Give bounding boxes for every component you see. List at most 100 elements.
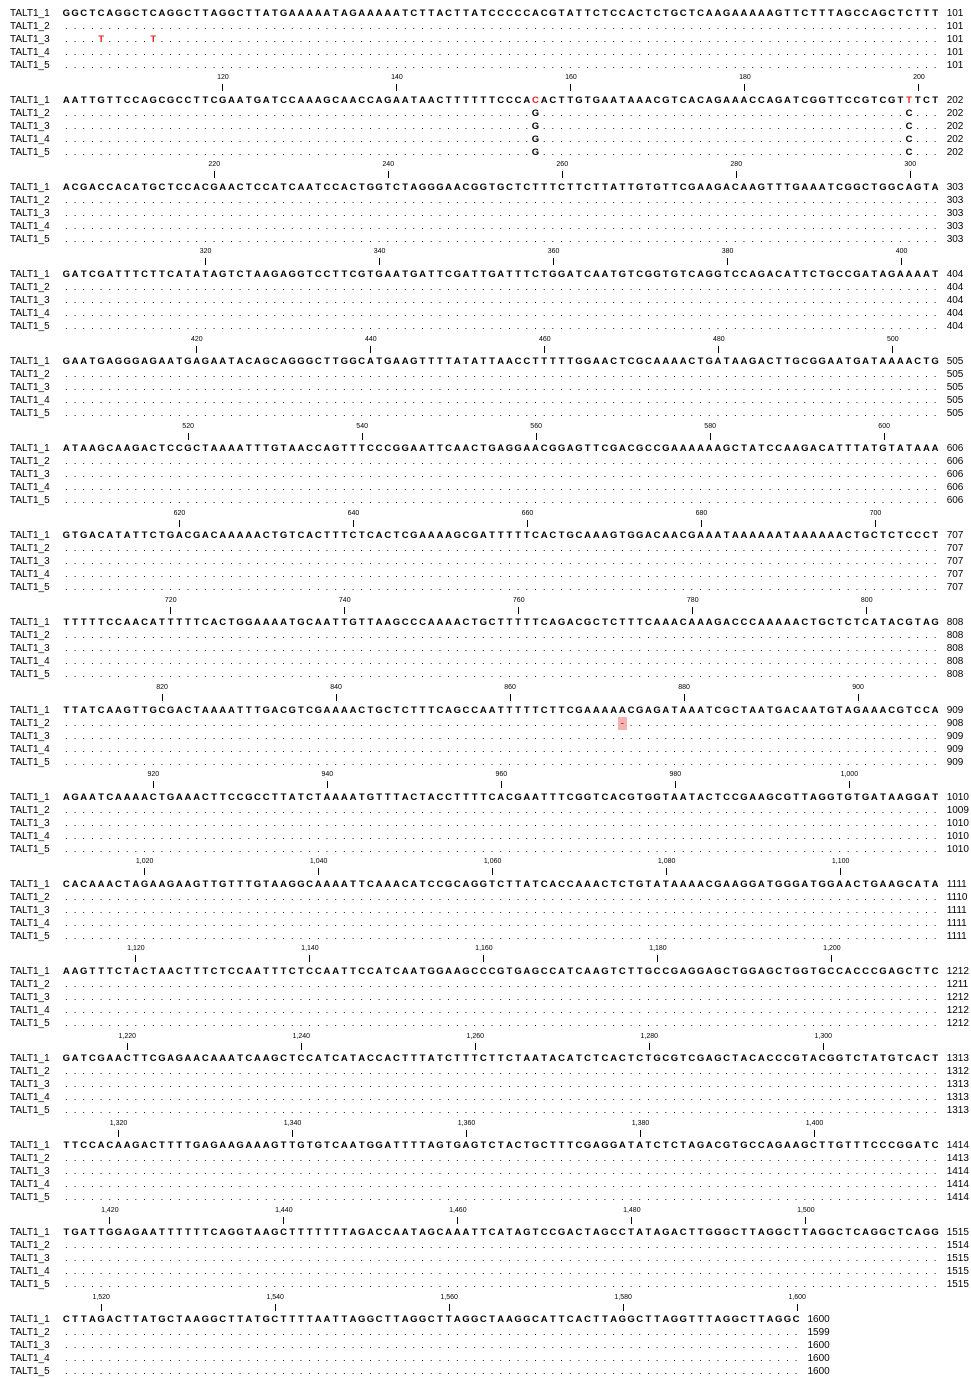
base: .	[855, 630, 859, 642]
base: .	[438, 656, 442, 668]
ruler-tick	[326, 781, 328, 789]
base: .	[647, 233, 650, 245]
base: .	[916, 233, 920, 245]
base: A	[323, 443, 331, 455]
base: .	[664, 194, 668, 206]
base: .	[786, 469, 789, 481]
base: .	[577, 804, 581, 816]
base: A	[436, 617, 444, 629]
sequence: ........................................…	[62, 743, 939, 756]
base: .	[838, 643, 841, 655]
base: .	[681, 656, 685, 668]
base: T	[671, 181, 678, 193]
base: .	[829, 482, 833, 494]
base: T	[428, 704, 435, 716]
base: .	[733, 233, 737, 245]
base: .	[786, 656, 789, 668]
base: .	[377, 220, 381, 232]
base: .	[73, 59, 77, 71]
base: .	[647, 20, 650, 32]
base: .	[212, 194, 216, 206]
base: .	[247, 46, 251, 58]
base: .	[603, 120, 607, 132]
base: .	[638, 730, 642, 742]
base: .	[812, 194, 815, 206]
base: .	[673, 46, 676, 58]
base: C	[210, 530, 218, 542]
base: .	[325, 582, 329, 594]
base: .	[334, 717, 337, 729]
base: .	[794, 220, 798, 232]
base: .	[586, 382, 589, 394]
base: .	[464, 743, 468, 755]
base: .	[299, 408, 303, 420]
base: .	[925, 556, 928, 568]
base: .	[733, 743, 737, 755]
base: A	[688, 443, 696, 455]
base: .	[377, 120, 381, 132]
base: .	[421, 556, 424, 568]
base: .	[751, 382, 754, 394]
base: T	[715, 791, 721, 803]
base: T	[741, 443, 747, 455]
sequence-name: TALT1_3	[10, 207, 50, 219]
base: .	[777, 669, 781, 681]
base: C	[184, 94, 192, 106]
base: .	[204, 717, 207, 729]
base: .	[577, 656, 581, 668]
base: .	[334, 133, 337, 145]
base: .	[299, 146, 303, 158]
base: .	[273, 133, 277, 145]
base: .	[829, 307, 833, 319]
base: .	[568, 543, 572, 555]
base: T	[89, 356, 96, 368]
base: .	[316, 382, 320, 394]
base: .	[621, 408, 624, 420]
base: .	[238, 717, 242, 729]
base: .	[65, 207, 68, 219]
base: .	[473, 107, 476, 119]
base: .	[369, 669, 372, 681]
base: A	[141, 94, 148, 106]
base: .	[308, 482, 311, 494]
base: .	[907, 46, 911, 58]
base: .	[560, 107, 563, 119]
base: .	[169, 730, 172, 742]
base: .	[212, 382, 216, 394]
base: .	[256, 804, 259, 816]
base: .	[534, 630, 537, 642]
base: .	[577, 307, 581, 319]
base: .	[256, 207, 259, 219]
base: .	[308, 320, 311, 332]
base: .	[664, 382, 668, 394]
base: .	[812, 756, 815, 768]
base: .	[212, 233, 216, 245]
base: C	[566, 704, 574, 716]
base: .	[169, 817, 172, 829]
base: .	[343, 756, 346, 768]
base: T	[628, 181, 634, 193]
base: .	[195, 717, 198, 729]
base: .	[204, 395, 207, 407]
base: .	[343, 569, 346, 581]
base: A	[288, 443, 296, 455]
base: .	[256, 395, 259, 407]
base: .	[933, 281, 937, 293]
base: .	[299, 59, 303, 71]
base: .	[534, 495, 537, 507]
base: .	[647, 395, 650, 407]
base: .	[421, 482, 424, 494]
base: .	[829, 146, 833, 158]
base: .	[490, 395, 494, 407]
base: .	[829, 656, 833, 668]
base: .	[603, 281, 607, 293]
base: .	[212, 408, 216, 420]
ruler-tick	[901, 258, 903, 266]
base: .	[195, 556, 198, 568]
base: .	[108, 320, 112, 332]
base: .	[768, 669, 772, 681]
base: .	[933, 20, 937, 32]
base: .	[594, 556, 598, 568]
base: .	[534, 320, 537, 332]
